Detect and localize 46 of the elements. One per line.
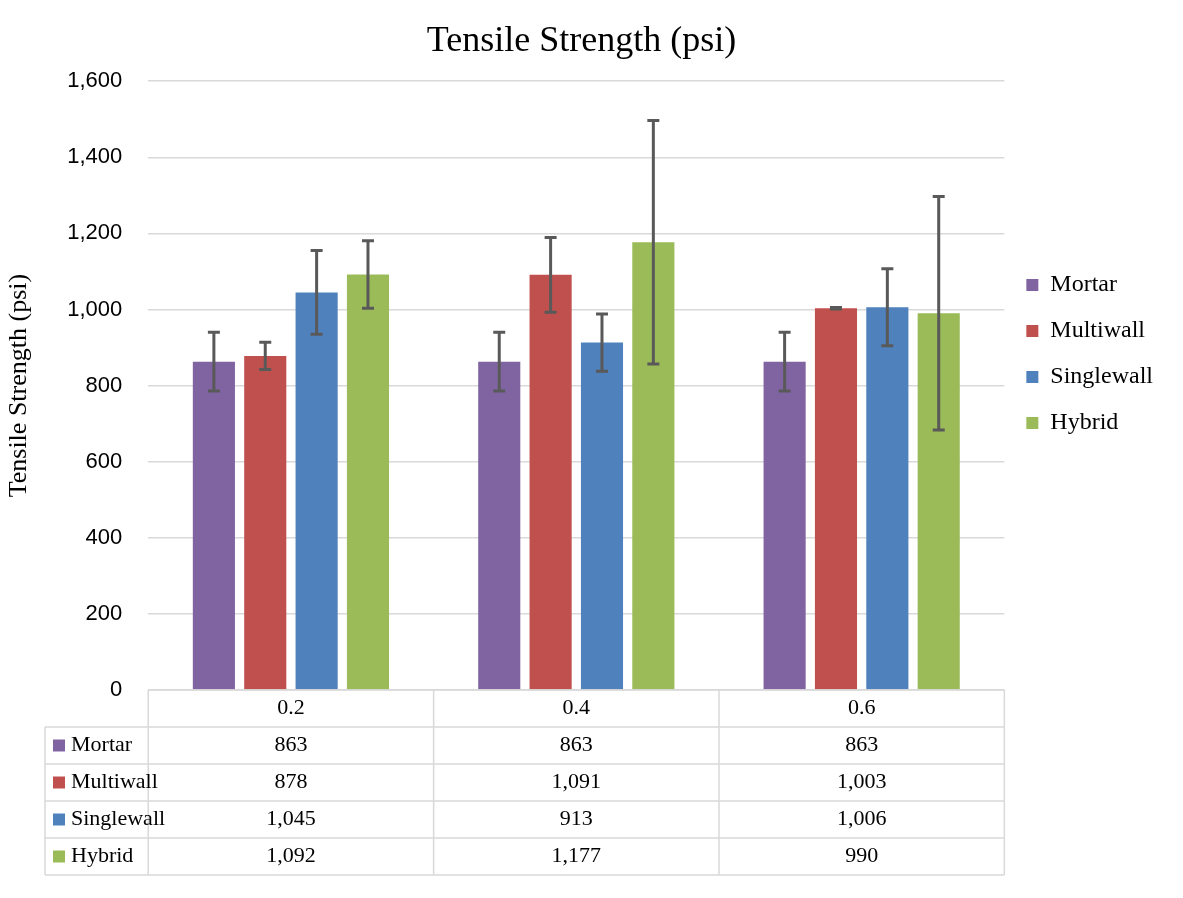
y-axis-title: Tensile Strength (psi) [3,273,33,498]
y-tick-label: 1,000 [67,295,123,321]
data-label: 1,092 [266,842,316,868]
data-label: 1,091 [551,768,602,794]
data-label: 863 [845,731,879,757]
chart-title: Tensile Strength (psi) [426,19,737,60]
data-label: 863 [559,731,593,757]
data-label: 863 [274,731,308,757]
bar [866,307,909,690]
x-tick-label: 0.6 [847,694,876,720]
data-label: 1,177 [551,842,602,868]
legend-label: Singlewall [1050,362,1154,389]
bar [295,292,338,690]
y-tick-label: 1,400 [67,143,123,169]
bar [917,313,960,690]
legend-label: Mortar [71,731,133,757]
data-label: 1,006 [836,805,887,831]
y-tick-label: 400 [85,523,123,549]
text: Multiwall [1050,316,1146,343]
y-tick-label: 200 [85,599,123,625]
data-label: 913 [559,805,593,831]
x-tick-label: 0.2 [277,694,305,720]
bar [192,361,235,690]
bar [529,274,572,690]
y-tick-label: 0 [110,676,123,702]
bar [478,361,521,690]
y-tick-label: 1,200 [67,219,123,245]
bar [580,342,624,690]
bar [346,274,390,690]
y-tick-label: 800 [85,371,123,397]
bar [763,361,806,690]
x-tick-label: 0.4 [562,694,591,720]
text: Mortar [1050,270,1117,297]
data-label: 1,045 [266,805,316,831]
bar [244,355,287,690]
bar [814,308,858,690]
bar [632,242,675,690]
y-tick-label: 1,600 [67,67,123,93]
text: Singlewall [71,805,166,831]
text: Hybrid [71,842,134,868]
data-label: 990 [845,842,879,868]
legend-label: Hybrid [1050,408,1119,435]
legend-label: Multiwall [71,768,158,794]
data-label: 878 [274,768,308,794]
data-label: 1,003 [836,768,887,794]
y-tick-label: 600 [85,447,123,473]
